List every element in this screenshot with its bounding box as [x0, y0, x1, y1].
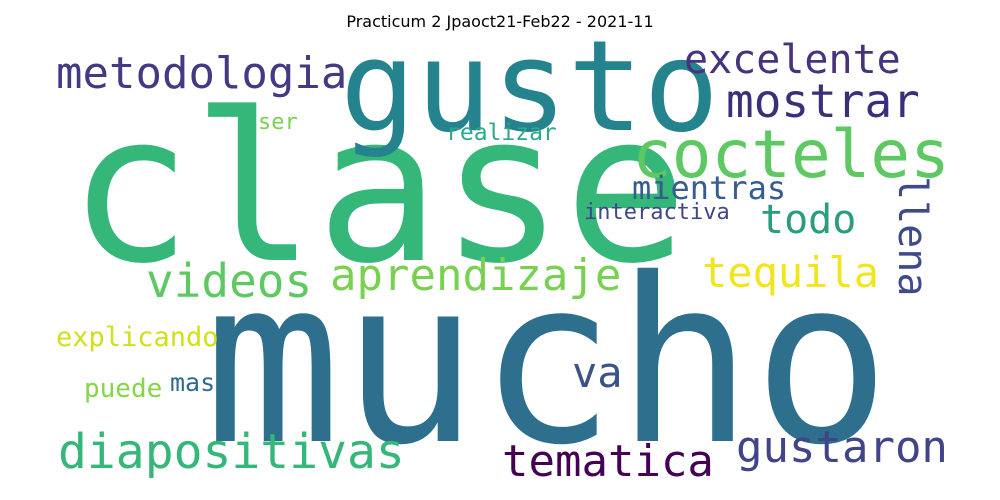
word-tequila: tequila [702, 248, 880, 297]
word-interactiva: interactiva [584, 200, 730, 225]
word-tematica: tematica [502, 436, 714, 487]
word-excelente: excelente [684, 37, 901, 83]
word-mas: mas [170, 368, 216, 397]
word-va: va [572, 348, 623, 397]
word-cocteles: cocteles [632, 116, 950, 193]
word-clase: clase [68, 69, 689, 309]
word-todo: todo [760, 197, 857, 243]
word-explicando: explicando [56, 322, 219, 353]
word-puede: puede [84, 374, 163, 404]
word-mucho: mucho [204, 229, 891, 495]
word-mientras: mientras [632, 169, 787, 207]
word-aprendizaje: aprendizaje [330, 250, 622, 301]
word-diapositivas: diapositivas [58, 424, 405, 480]
word-metodologia: metodologia [56, 48, 348, 99]
word-mostrar: mostrar [726, 74, 920, 128]
word-gustaron: gustaron [736, 422, 948, 473]
word-realizar: realizar [446, 120, 557, 146]
chart-title: Practicum 2 Jpaoct21-Feb22 - 2021-11 [346, 12, 654, 31]
word-llena: llena [889, 176, 935, 297]
word-gusto: gusto [340, 13, 720, 160]
word-ser: ser [258, 110, 298, 135]
word-videos: videos [146, 254, 313, 308]
